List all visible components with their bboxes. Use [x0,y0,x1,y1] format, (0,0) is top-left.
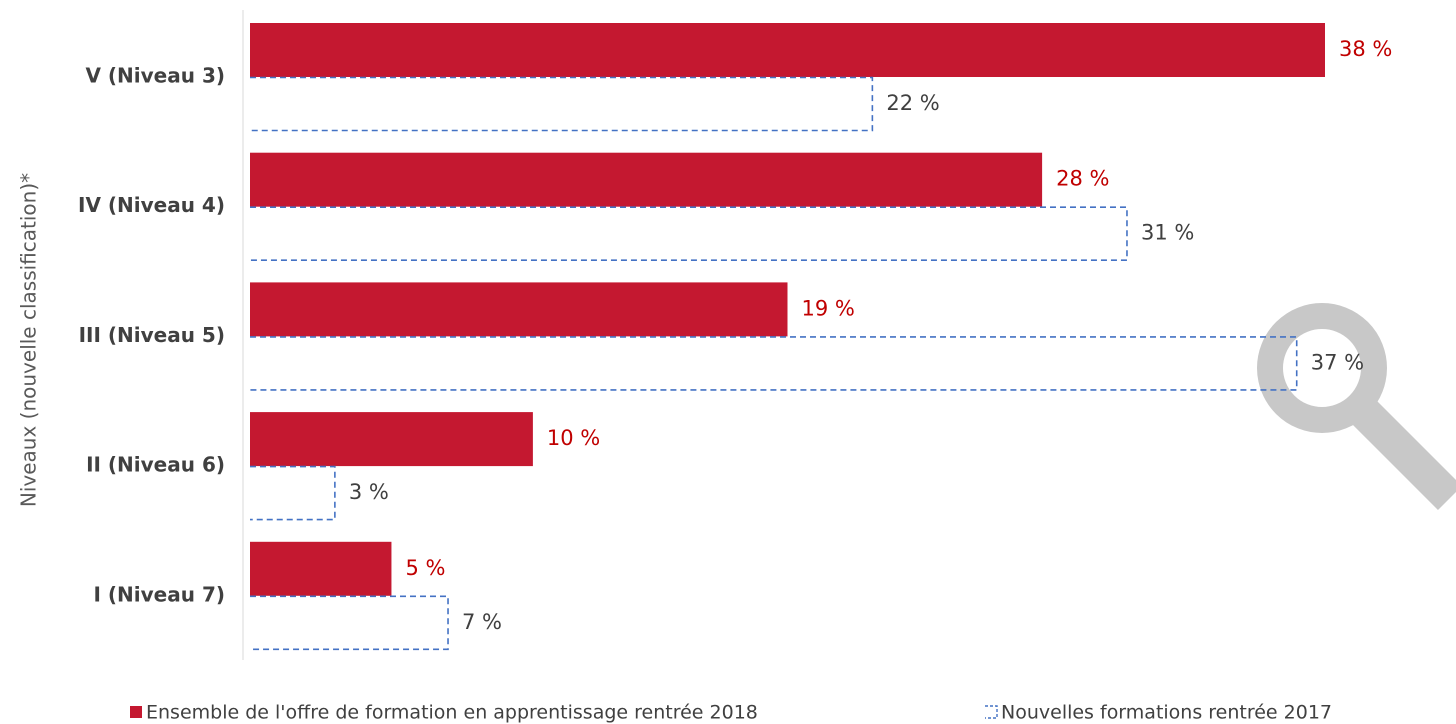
value-label: 5 % [405,556,445,580]
legend-swatch [130,706,142,718]
value-label: 10 % [547,426,600,450]
value-label: 3 % [349,480,389,504]
value-label: 38 % [1339,37,1392,61]
category-label: IV (Niveau 4) [78,193,225,217]
bar [250,76,874,132]
bar [250,595,449,651]
magnifier-icon [1257,303,1456,511]
value-label: 28 % [1056,167,1109,191]
bar [250,206,1128,261]
category-label: III (Niveau 5) [79,323,225,347]
value-label: 37 % [1311,350,1364,374]
bar [250,336,1298,391]
bar [250,282,788,337]
bar [250,23,1325,77]
bar [250,465,336,521]
legend-label: Nouvelles formations rentrée 2017 [1001,702,1332,724]
category-label: II (Niveau 6) [86,453,225,477]
y-axis-label: Niveaux (nouvelle classification)* [17,173,41,507]
legend-swatch [985,705,998,719]
category-label: V (Niveau 3) [85,64,225,88]
value-label: 19 % [802,296,855,320]
bar [250,152,1043,207]
legend-label: Ensemble de l'offre de formation en appr… [146,702,758,724]
category-label: I (Niveau 7) [94,582,226,606]
value-label: 22 % [886,91,939,115]
value-label: 7 % [462,610,502,634]
value-label: 31 % [1141,221,1194,245]
bar [250,412,533,467]
bar [250,541,392,596]
